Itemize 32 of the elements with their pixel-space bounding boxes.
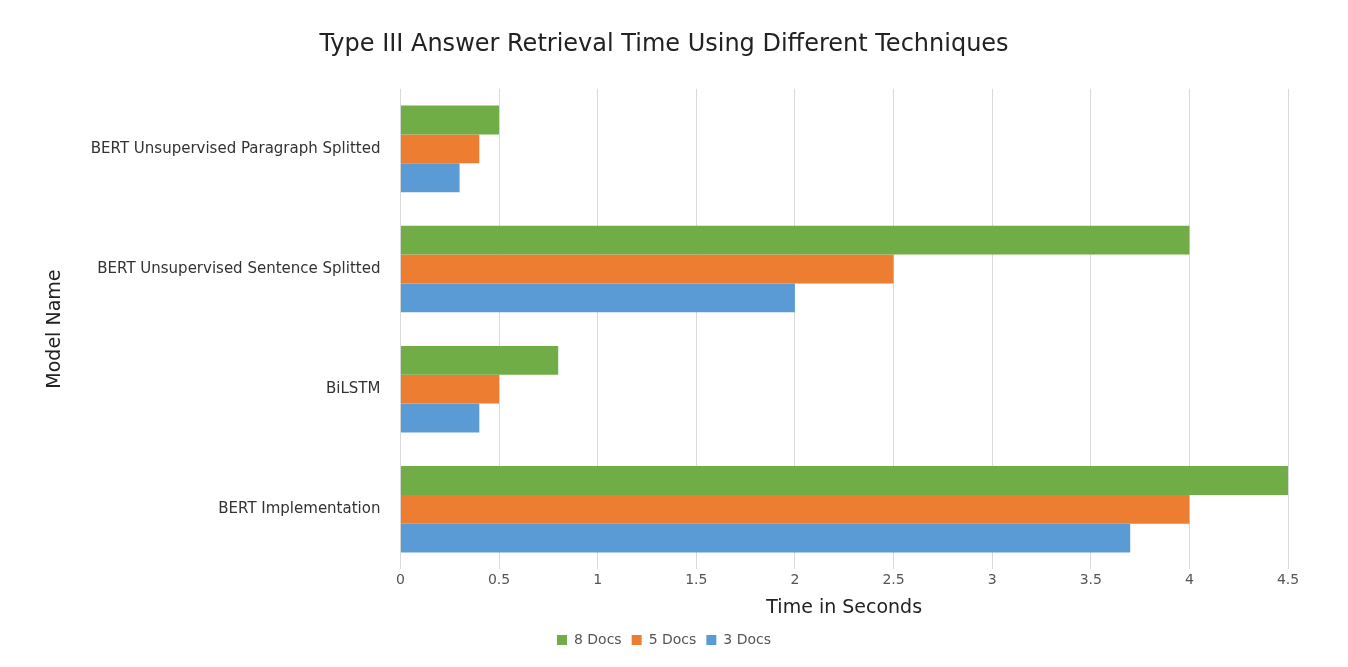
bar: [400, 134, 480, 164]
x-tick-label: 0: [395, 571, 405, 588]
x-tick-label: 4: [1184, 571, 1194, 588]
bar: [400, 403, 480, 433]
x-tick-label: 3: [987, 571, 997, 588]
x-tick-label: 3.5: [1079, 571, 1102, 588]
y-tick-label: BERT Implementation: [218, 499, 381, 518]
bar: [400, 254, 894, 284]
bar: [400, 283, 795, 313]
bar: [400, 225, 1190, 255]
y-tick-label: BiLSTM: [325, 379, 381, 398]
bar: [400, 105, 500, 135]
x-tick-label: 1: [593, 571, 603, 588]
y-tick-label: BERT Unsupervised Paragraph Splitted: [90, 138, 381, 157]
x-tick-label: 2: [790, 571, 800, 588]
x-axis-title: Time in Seconds: [765, 594, 923, 617]
x-tick-label: 1.5: [685, 571, 708, 588]
x-tick-label: 2.5: [882, 571, 905, 588]
x-tick-label: 0.5: [487, 571, 511, 588]
y-axis-title: Model Name: [42, 269, 65, 389]
legend-label: 5 Docs: [648, 630, 697, 647]
legend-label: 8 Docs: [573, 630, 622, 647]
bar: [400, 523, 1131, 553]
y-tick-label: BERT Unsupervised Sentence Splitted: [97, 258, 381, 277]
bar: [400, 374, 500, 404]
bar: [400, 345, 559, 375]
legend-label: 3 Docs: [723, 630, 772, 647]
bar: [400, 494, 1190, 524]
x-tick-label: 4.5: [1276, 571, 1300, 588]
bar: [400, 466, 1288, 495]
bar: [400, 163, 460, 193]
chart-title: Type III Answer Retrieval Time Using Different Techniques: [318, 28, 1009, 57]
